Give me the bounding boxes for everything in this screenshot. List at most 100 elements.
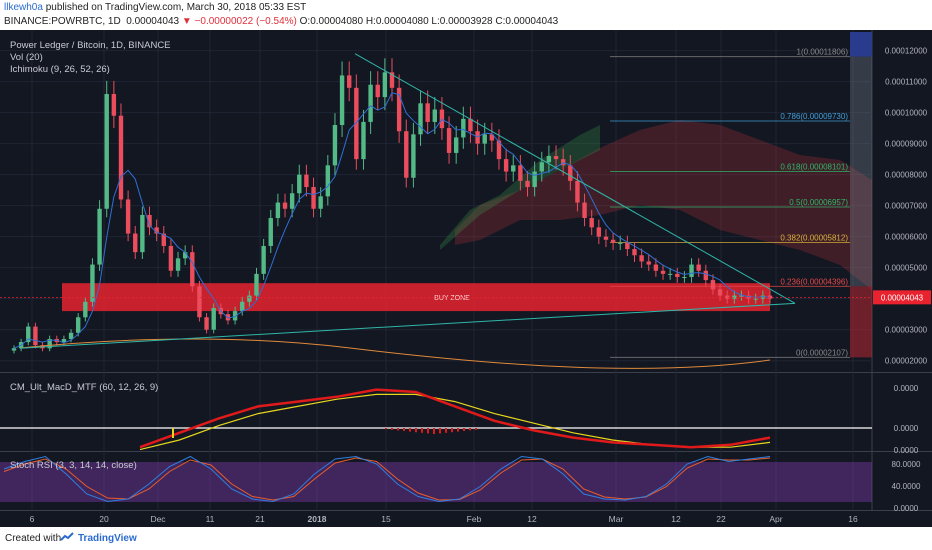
candle-body: [90, 264, 95, 302]
stoch-band: [0, 462, 872, 502]
x-tick-label: Mar: [609, 514, 624, 524]
candle-body: [639, 255, 644, 262]
candle-body: [753, 298, 758, 300]
candle-body: [47, 338, 52, 349]
x-tick-label: 6: [30, 514, 35, 524]
candle-body: [660, 270, 666, 274]
candle-body: [161, 233, 166, 246]
fib-level-label: 0.382(0.00005812): [780, 233, 848, 242]
macd-histogram-bar: [415, 428, 417, 433]
macd-legend: CM_Ult_MacD_MTF (60, 12, 26, 9): [10, 382, 159, 393]
published-text: published on TradingView.com, March 30, …: [45, 2, 307, 13]
candle-body: [125, 199, 131, 234]
candle-body: [468, 118, 473, 132]
macd-histogram-bar: [475, 428, 477, 430]
fib-level-label: 0.786(0.00009730): [780, 112, 848, 121]
candle-body: [83, 301, 88, 318]
created-with-text: Created with: [5, 533, 62, 544]
ohlc-values: O:0.00004080 H:0.00004080 L:0.00003928 C…: [299, 16, 559, 27]
candle-body: [268, 218, 273, 246]
macd-histogram-bar: [385, 428, 387, 430]
candle-body: [610, 239, 616, 243]
y-tick-label: 0.00007000: [885, 202, 928, 211]
candle-body: [525, 180, 530, 188]
candle-body: [104, 94, 109, 209]
y-tick-label: 0.00002000: [885, 357, 928, 366]
candle-body: [482, 134, 487, 144]
candle-body: [75, 317, 81, 333]
y-tick-label: 0.00012000: [885, 47, 928, 56]
macd-histogram-bar: [172, 428, 174, 438]
candle-body: [425, 103, 430, 122]
candle-body: [689, 264, 694, 277]
x-tick-label: 21: [255, 514, 265, 524]
vol-legend: Vol (20): [10, 52, 43, 63]
candle-body: [539, 162, 544, 172]
candle-body: [182, 252, 188, 259]
candle-body: [240, 301, 245, 312]
candle-body: [732, 295, 737, 299]
candle-body: [168, 245, 174, 271]
candle-body: [432, 109, 437, 122]
footer: Created with TradingView: [0, 527, 932, 550]
candle-body: [725, 295, 730, 299]
candle-body: [204, 317, 209, 330]
candle-body: [703, 270, 709, 281]
macd-y-tick: 0.0000: [894, 424, 919, 433]
symbol-label: BINANCE:POWRBTC, 1D: [4, 16, 121, 27]
candle-body: [418, 103, 423, 135]
candle-body: [675, 273, 680, 277]
y-tick-label: 0.00009000: [885, 140, 928, 149]
candle-body: [275, 202, 281, 219]
candle-body: [389, 72, 395, 88]
fib-band-top: [850, 32, 872, 57]
fib-level-label: 0(0.00002107): [796, 348, 848, 357]
candle-body: [147, 214, 152, 228]
candle-body: [26, 326, 31, 343]
fib-level-label: 0.618(0.00008101): [780, 163, 848, 172]
candle-body: [589, 218, 594, 228]
buy-zone-label: BUY ZONE: [434, 295, 470, 302]
macd-histogram-bar: [469, 428, 471, 431]
candle-body: [261, 245, 266, 274]
candle-body: [339, 75, 345, 126]
candle-body: [582, 202, 587, 219]
candle-body: [61, 338, 67, 343]
last-price: 0.00004043: [126, 16, 180, 27]
tradingview-logo[interactable]: TradingView: [60, 532, 137, 544]
x-tick-label: 20: [99, 514, 109, 524]
macd-histogram-bar: [421, 428, 423, 433]
candle-body: [354, 87, 359, 160]
long-ma-line: [19, 338, 771, 369]
candle-body: [667, 273, 673, 275]
macd-histogram-bar: [451, 428, 453, 433]
candle-body: [254, 273, 259, 296]
candle-body: [461, 118, 466, 138]
candle-body: [332, 125, 338, 166]
candle-body: [496, 140, 502, 160]
x-tick-label: Apr: [769, 514, 782, 524]
candle-body: [625, 242, 630, 250]
chart-svg[interactable]: 0.00012000 0.00011000 0.00010000 0.00009000…: [0, 30, 932, 527]
stoch-k-line: [3, 455, 771, 503]
candle-body: [368, 84, 373, 122]
candle-body: [382, 72, 388, 98]
author-link[interactable]: llkewh0a: [4, 2, 43, 13]
candle-body: [618, 242, 623, 244]
macd-histogram-bar: [439, 428, 441, 434]
macd-histogram-bar: [433, 428, 435, 434]
fib-level-label: 1(0.00011806): [797, 48, 849, 57]
chart-area[interactable]: 0.00012000 0.00011000 0.00010000 0.00009000…: [0, 30, 932, 527]
y-tick-label: 0.00008000: [885, 171, 928, 180]
ichimoku-conversion-line: [13, 92, 771, 349]
candle-body: [653, 264, 659, 271]
x-tick-label: 12: [671, 514, 681, 524]
publish-header: llkewh0a published on TradingView.com, M…: [0, 0, 932, 30]
stoch-y-tick: 0.0000: [894, 504, 919, 513]
y-tick-label: 0.00011000: [885, 78, 927, 87]
candle-body: [546, 156, 552, 163]
candle-body: [696, 264, 701, 271]
last-price-tag-text: 0.00004043: [881, 293, 924, 302]
candle-body: [97, 208, 102, 265]
y-tick-label: 0.00006000: [885, 233, 928, 242]
